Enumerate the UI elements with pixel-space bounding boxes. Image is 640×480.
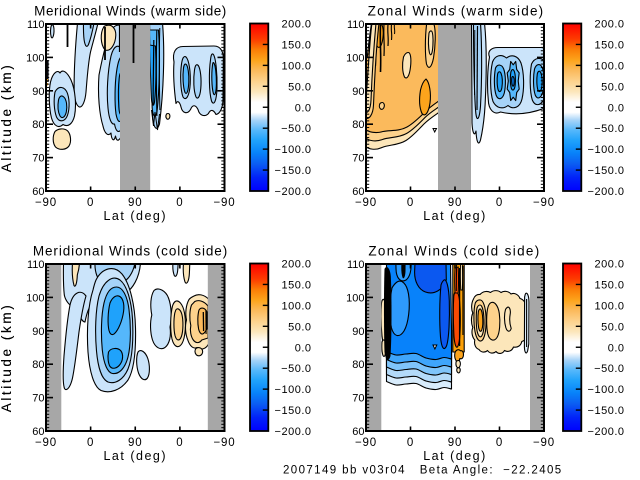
svg-text:−50.0: −50.0 <box>594 363 624 375</box>
svg-text:200.0: 200.0 <box>281 259 311 271</box>
svg-text:60: 60 <box>352 186 364 198</box>
svg-text:100.0: 100.0 <box>594 300 624 312</box>
svg-text:70: 70 <box>32 153 44 165</box>
svg-text:100.0: 100.0 <box>281 300 311 312</box>
svg-text:2007149 bb v03r04 Beta Angle: 2007149 bb v03r04 Beta Angle: −22.2405 <box>283 465 563 477</box>
svg-text:100.0: 100.0 <box>281 60 311 72</box>
svg-text:90: 90 <box>448 437 462 449</box>
svg-text:−200.0: −200.0 <box>275 426 312 438</box>
svg-text:−150.0: −150.0 <box>588 405 625 417</box>
svg-text:0.0: 0.0 <box>608 342 625 354</box>
svg-text:80: 80 <box>352 119 364 131</box>
svg-text:50.0: 50.0 <box>288 321 311 333</box>
svg-text:90: 90 <box>352 326 364 338</box>
svg-text:−50.0: −50.0 <box>594 123 624 135</box>
svg-text:110: 110 <box>347 259 365 271</box>
svg-text:200.0: 200.0 <box>594 19 624 31</box>
svg-text:110: 110 <box>27 259 45 271</box>
svg-text:Lat (deg): Lat (deg) <box>103 209 167 223</box>
svg-text:Lat (deg): Lat (deg) <box>423 209 487 223</box>
svg-text:90: 90 <box>448 197 462 209</box>
svg-text:90: 90 <box>32 326 44 338</box>
svg-text:−150.0: −150.0 <box>275 405 312 417</box>
svg-text:70: 70 <box>352 153 364 165</box>
svg-text:0: 0 <box>496 437 503 449</box>
svg-text:0: 0 <box>87 197 94 209</box>
svg-text:200.0: 200.0 <box>594 259 624 271</box>
svg-text:Lat (deg): Lat (deg) <box>423 449 487 463</box>
svg-text:0: 0 <box>87 437 94 449</box>
svg-text:150.0: 150.0 <box>594 279 624 291</box>
svg-text:−90: −90 <box>214 437 236 449</box>
svg-text:−200.0: −200.0 <box>588 426 625 438</box>
svg-text:100: 100 <box>346 292 364 304</box>
svg-text:−150.0: −150.0 <box>275 165 312 177</box>
svg-text:70: 70 <box>32 393 44 405</box>
svg-text:−200.0: −200.0 <box>275 186 312 198</box>
svg-text:Altitude (km): Altitude (km) <box>0 303 14 413</box>
svg-text:150.0: 150.0 <box>281 39 311 51</box>
svg-text:0: 0 <box>496 197 503 209</box>
svg-text:Zonal Winds (warm side): Zonal Winds (warm side) <box>368 4 545 19</box>
svg-text:50.0: 50.0 <box>601 321 624 333</box>
svg-text:−50.0: −50.0 <box>281 363 311 375</box>
svg-text:50.0: 50.0 <box>288 81 311 93</box>
svg-text:Meridional Winds (cold side): Meridional Winds (cold side) <box>33 244 228 259</box>
svg-text:−90: −90 <box>355 437 377 449</box>
svg-text:90: 90 <box>128 437 142 449</box>
svg-text:0.0: 0.0 <box>295 342 312 354</box>
svg-text:90: 90 <box>32 86 44 98</box>
svg-text:150.0: 150.0 <box>281 279 311 291</box>
svg-text:−90: −90 <box>35 197 57 209</box>
svg-text:0.0: 0.0 <box>295 102 312 114</box>
svg-text:60: 60 <box>32 426 44 438</box>
svg-text:60: 60 <box>352 426 364 438</box>
svg-text:−100.0: −100.0 <box>588 384 625 396</box>
svg-text:80: 80 <box>352 359 364 371</box>
svg-text:100.0: 100.0 <box>594 60 624 72</box>
svg-text:−90: −90 <box>533 197 555 209</box>
svg-text:0: 0 <box>176 197 183 209</box>
svg-text:100: 100 <box>26 52 44 64</box>
svg-text:70: 70 <box>352 393 364 405</box>
svg-text:−100.0: −100.0 <box>275 144 312 156</box>
svg-text:60: 60 <box>32 186 44 198</box>
svg-text:80: 80 <box>32 119 44 131</box>
svg-text:Zonal Winds (cold side): Zonal Winds (cold side) <box>368 244 540 259</box>
svg-text:150.0: 150.0 <box>594 39 624 51</box>
svg-text:50.0: 50.0 <box>601 81 624 93</box>
svg-text:90: 90 <box>128 197 142 209</box>
svg-text:−50.0: −50.0 <box>281 123 311 135</box>
svg-text:Meridional Winds (warm side): Meridional Winds (warm side) <box>34 4 227 19</box>
svg-text:80: 80 <box>32 359 44 371</box>
svg-text:Lat (deg): Lat (deg) <box>103 449 167 463</box>
svg-text:−150.0: −150.0 <box>588 165 625 177</box>
svg-text:Altitude (km): Altitude (km) <box>0 63 14 173</box>
svg-text:110: 110 <box>347 19 365 31</box>
svg-text:0: 0 <box>176 437 183 449</box>
svg-text:−90: −90 <box>355 197 377 209</box>
svg-text:100: 100 <box>346 52 364 64</box>
svg-text:Altitude (km): Altitude (km) <box>0 303 14 413</box>
svg-text:−90: −90 <box>214 197 236 209</box>
svg-text:−200.0: −200.0 <box>588 186 625 198</box>
svg-text:100: 100 <box>26 292 44 304</box>
svg-text:200.0: 200.0 <box>281 19 311 31</box>
svg-text:0.0: 0.0 <box>608 102 625 114</box>
svg-text:110: 110 <box>27 19 45 31</box>
svg-text:−100.0: −100.0 <box>588 144 625 156</box>
svg-text:0: 0 <box>407 437 414 449</box>
svg-text:−100.0: −100.0 <box>275 384 312 396</box>
svg-text:−90: −90 <box>35 437 57 449</box>
svg-text:0: 0 <box>407 197 414 209</box>
svg-text:Altitude (km): Altitude (km) <box>0 63 14 173</box>
svg-text:−90: −90 <box>533 437 555 449</box>
svg-text:90: 90 <box>352 86 364 98</box>
